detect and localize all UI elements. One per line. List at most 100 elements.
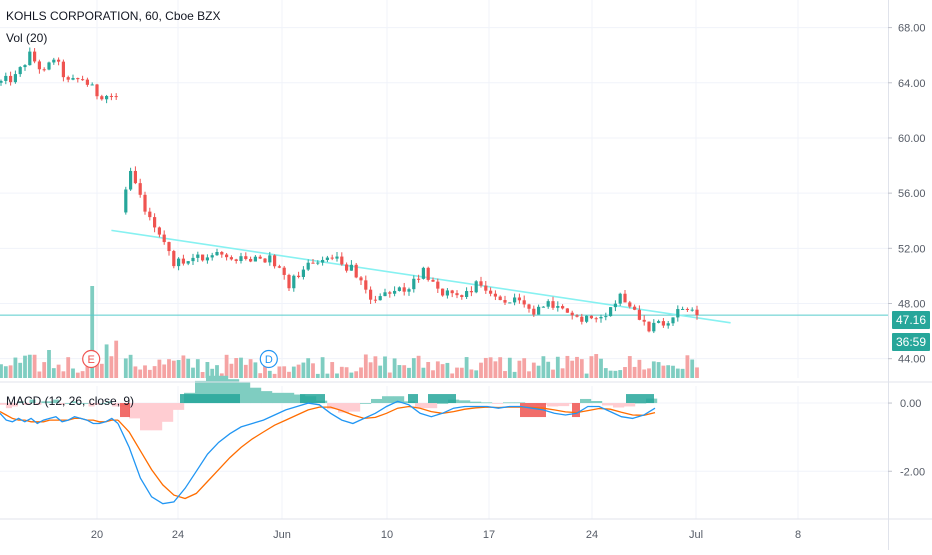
candle	[681, 306, 685, 310]
macd-hist-bar	[602, 403, 614, 406]
candle-body	[42, 69, 46, 71]
macd-hist-bar	[470, 401, 482, 404]
volume-bar	[570, 360, 575, 378]
candle-body	[244, 256, 248, 259]
volume-bar	[411, 358, 416, 378]
macd-hist-bar	[459, 400, 471, 404]
macd-hist-bar	[382, 396, 394, 404]
candle	[661, 317, 665, 328]
candle-body	[18, 67, 22, 75]
candle	[340, 252, 344, 266]
volume-bar	[594, 354, 599, 378]
candle-body	[133, 170, 137, 184]
candle-body	[580, 316, 584, 322]
macd-hist-bar	[228, 379, 240, 404]
candle	[345, 262, 349, 273]
time-axis-label: 17	[483, 529, 495, 541]
macd-hist-bar	[624, 403, 636, 407]
volume-bar	[623, 367, 627, 378]
volume-bar	[95, 359, 99, 378]
volume-bar	[685, 355, 690, 378]
volume-bar	[239, 357, 243, 378]
candle-body	[172, 251, 176, 267]
candle	[522, 295, 526, 308]
candle	[546, 299, 550, 309]
macd-hist-bar	[100, 403, 107, 404]
candle-body	[9, 75, 13, 83]
macd-axis[interactable]: 0.00 -2.00	[888, 398, 925, 478]
candle-body	[143, 194, 147, 212]
volume-bar	[359, 367, 363, 378]
volume-bar	[191, 367, 195, 378]
candle	[321, 256, 325, 266]
volume-bar	[224, 354, 229, 378]
candle	[249, 256, 253, 263]
marker-label: E	[88, 354, 95, 366]
candle-body	[594, 318, 598, 320]
volume-bar	[99, 363, 104, 378]
volume-bar	[387, 372, 392, 378]
time-axis-label: 10	[381, 529, 393, 541]
candle-body	[306, 262, 310, 270]
volume-bar	[47, 350, 51, 378]
macd-hist-bar	[23, 403, 30, 405]
candle	[13, 70, 17, 84]
macd-axis-label: -2.00	[900, 466, 925, 478]
volume-bar	[133, 366, 138, 378]
macd-hist-bar	[29, 399, 36, 404]
candle	[613, 300, 617, 312]
candle-body	[618, 293, 622, 304]
volume-bar	[479, 362, 483, 378]
macd-hist-bar	[349, 403, 361, 412]
earnings-marker[interactable]: E	[82, 349, 101, 369]
macd-hist-bar	[580, 398, 592, 404]
volume-bar	[613, 370, 618, 378]
marker-circle	[82, 349, 101, 369]
macd-hist-bar	[70, 401, 77, 404]
macd-hist-bar	[120, 403, 130, 418]
candle	[177, 257, 181, 271]
candle-body	[253, 256, 257, 262]
candle	[604, 312, 608, 321]
candle	[685, 307, 689, 312]
candle	[335, 252, 339, 262]
volume-bar	[603, 368, 608, 378]
volume-bar	[157, 359, 162, 378]
macd-hist-bar	[294, 394, 306, 404]
volume-bar	[555, 356, 560, 378]
macd-hist-bar	[437, 403, 449, 404]
candle-body	[277, 266, 281, 268]
candle	[28, 47, 32, 66]
candle-body	[565, 308, 569, 313]
marker-circle	[259, 349, 278, 369]
candle-body	[378, 296, 382, 301]
dividend-marker[interactable]: D	[259, 349, 278, 369]
trendline[interactable]	[111, 229, 731, 324]
volume-bar	[282, 366, 287, 378]
candle-body	[561, 306, 565, 309]
volume-bar	[445, 362, 450, 378]
price-axis[interactable]: 44.00 48.00 52.00 56.00 60.00 64.00 68.00	[888, 23, 926, 366]
volume-bar	[85, 357, 90, 378]
candlestick-series[interactable]	[0, 47, 699, 334]
time-axis-label: Jun	[273, 529, 291, 541]
macd-hist-bar	[217, 375, 229, 404]
candle-body	[426, 267, 430, 280]
macd-axis-label: 0.00	[900, 398, 921, 410]
candle-body	[364, 280, 368, 290]
candle-body	[532, 308, 536, 315]
volume-bar	[0, 364, 3, 378]
candle-body	[474, 281, 478, 293]
volume-bar	[551, 369, 555, 378]
volume-bar	[450, 373, 455, 378]
volume-bar	[517, 360, 522, 378]
time-axis[interactable]: 20 24 Jun 10 17 24 Jul 8	[91, 529, 801, 541]
candle	[0, 79, 3, 86]
macd-hist-bar	[591, 401, 603, 404]
volume-bar	[464, 357, 469, 378]
volume-bar	[181, 355, 186, 378]
candle-body	[556, 306, 560, 308]
